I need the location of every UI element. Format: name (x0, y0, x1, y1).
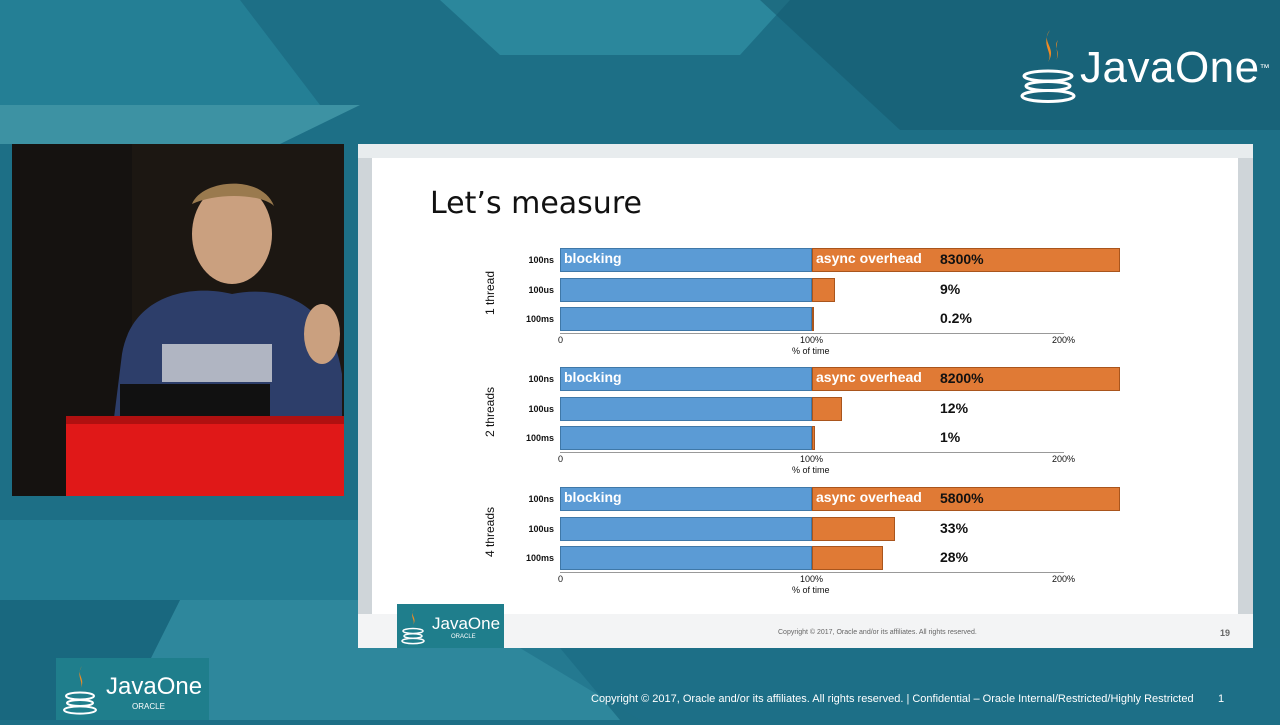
java-cup-small-icon (401, 609, 425, 645)
presentation-slide: Let’s measure 1 thread 100ns blocking async… (358, 144, 1253, 648)
footer-page-number: 1 (1218, 693, 1225, 705)
footer-badge-oracle: ORACLE (132, 702, 165, 711)
x-axis-title: % of time (792, 584, 830, 595)
slide-title: Let’s measure (430, 186, 642, 221)
bar-async-overhead (812, 516, 896, 541)
slide-page-number: 19 (1220, 628, 1231, 638)
row-label: 100us (528, 523, 554, 534)
x-tick-label: 100% (800, 573, 824, 584)
slide-javaone-badge: JavaOne ORACLE (397, 604, 504, 648)
slide-copyright: Copyright © 2017, Oracle and/or its affi… (778, 629, 977, 636)
slide-badge-wordmark: JavaOne (432, 614, 501, 633)
group-label: 4 threads (483, 506, 497, 558)
overhead-percent: 28% (940, 549, 969, 565)
row-label: 100us (528, 284, 554, 295)
x-tick-label: 200% (1052, 334, 1076, 345)
overhead-percent: 12% (940, 399, 969, 416)
x-axis-title: % of time (792, 464, 830, 475)
x-tick-label: 0 (558, 453, 564, 464)
bar-blocking (560, 277, 812, 302)
bar-blocking (560, 426, 812, 450)
bar-label-async: async overhead (816, 250, 922, 266)
bar-blocking (560, 396, 812, 421)
overhead-percent: 0.2% (940, 310, 972, 326)
bar-blocking (560, 516, 812, 541)
overhead-percent: 8300% (940, 251, 984, 267)
bar-label-blocking: blocking (564, 489, 622, 505)
group-label: 1 thread (483, 270, 497, 316)
bar-async-overhead (812, 546, 883, 570)
overhead-percent: 1% (940, 429, 961, 445)
row-label: 100ns (528, 255, 554, 265)
overhead-percent: 5800% (940, 490, 984, 506)
x-tick-label: 100% (800, 334, 824, 345)
javaone-wordmark: JavaOne (1080, 43, 1260, 92)
overhead-percent: 33% (940, 519, 969, 536)
row-label: 100ns (528, 374, 554, 384)
bar-async-overhead (812, 396, 843, 421)
x-tick-label: 200% (1052, 453, 1076, 464)
java-cup-footer-icon (63, 666, 97, 715)
bar-async-overhead (812, 367, 1120, 391)
chart: 1 thread 100ns blocking async overhead 8300%… (372, 158, 1238, 614)
slide-content: Let’s measure 1 thread 100ns blocking async… (372, 158, 1238, 614)
x-tick-label: 200% (1052, 573, 1076, 584)
x-tick-label: 0 (558, 573, 564, 584)
bar-label-blocking: blocking (564, 369, 622, 385)
row-label: 100ms (525, 553, 554, 563)
x-axis-title: % of time (792, 345, 830, 356)
bar-blocking (560, 367, 812, 391)
javaone-logo: JavaOne ™ (1018, 26, 1270, 110)
bar-blocking (560, 248, 812, 272)
x-axis (560, 332, 1064, 334)
bar-blocking (560, 546, 812, 570)
row-label: 100us (528, 403, 554, 414)
bar-label-blocking: blocking (564, 250, 622, 266)
row-label: 100ms (525, 314, 554, 324)
bar-label-async: async overhead (816, 489, 922, 505)
x-tick-label: 100% (800, 453, 824, 464)
bar-blocking (560, 307, 812, 331)
row-label: 100ms (525, 433, 554, 443)
slide-top-bar (358, 144, 1253, 158)
footer-javaone-badge: JavaOne ORACLE (56, 658, 209, 720)
bar-async-overhead (812, 248, 1120, 272)
x-axis (560, 571, 1064, 573)
footer-copyright: Copyright © 2017, Oracle and/or its affi… (591, 693, 1194, 705)
speaker-image (12, 144, 344, 496)
overhead-percent: 9% (940, 280, 961, 297)
group-label: 2 threads (483, 386, 497, 438)
slide-footer-bar (358, 614, 1253, 648)
x-axis (560, 451, 1064, 453)
speaker-video (12, 144, 344, 496)
x-tick-label: 0 (558, 334, 564, 345)
overhead-percent: 8200% (940, 370, 984, 386)
bar-async-overhead (812, 277, 835, 302)
java-cup-icon (1020, 30, 1076, 103)
trademark: ™ (1259, 62, 1270, 74)
bar-blocking (560, 487, 812, 511)
row-label: 100ns (528, 494, 554, 504)
footer-badge-wordmark: JavaOne (106, 673, 203, 700)
bar-async-overhead (812, 487, 1120, 511)
slide-badge-oracle: ORACLE (451, 634, 476, 640)
bar-label-async: async overhead (816, 369, 922, 385)
bar-async-overhead (812, 426, 815, 450)
bar-async-overhead (812, 307, 814, 331)
